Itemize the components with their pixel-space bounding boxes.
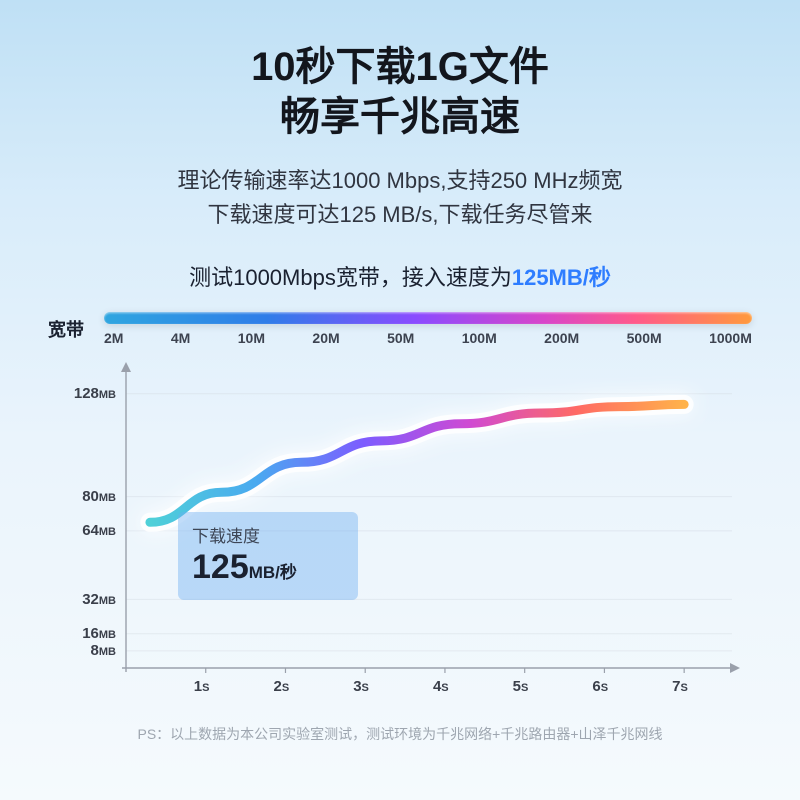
speed-chart: 下载速度 125MB/秒 8MB16MB 32MB 64MB 80MB 128MB 1S 2… xyxy=(48,354,752,714)
speed-callout: 下载速度 125MB/秒 xyxy=(178,512,358,600)
bandwidth-tick: 2M xyxy=(104,330,123,346)
y-axis-label: 16MB xyxy=(48,625,116,642)
bandwidth-label: 宽带 xyxy=(48,316,94,342)
bandwidth-bar-area: 2M 4M 10M 20M 50M 100M 200M 500M 1000M xyxy=(104,312,752,346)
header: 10秒下载1G文件 畅享千兆高速 理论传输速率达1000 Mbps,支持250 … xyxy=(0,0,800,292)
subtitle-line-1: 理论传输速率达1000 Mbps,支持250 MHz频宽 xyxy=(178,168,623,193)
x-axis-label: 2S xyxy=(273,678,289,695)
x-axis-label: 1S xyxy=(194,678,210,695)
subtitle-line-2: 下载速度可达125 MB/s,下载任务尽管来 xyxy=(207,202,592,227)
bandwidth-tick: 500M xyxy=(627,330,662,346)
x-axis-label: 6S xyxy=(592,678,608,695)
bandwidth-tick: 200M xyxy=(544,330,579,346)
callout-number: 125 xyxy=(192,548,249,586)
y-axis-label: 64MB xyxy=(48,522,116,539)
bandwidth-tick: 1000M xyxy=(709,330,752,346)
title-line-2: 畅享千兆高速 xyxy=(280,95,520,139)
bandwidth-gradient-bar xyxy=(104,312,752,324)
bandwidth-tick: 4M xyxy=(171,330,190,346)
bandwidth-tick: 100M xyxy=(462,330,497,346)
bandwidth-tick: 10M xyxy=(238,330,265,346)
x-axis-label: 4S xyxy=(433,678,449,695)
y-axis-label: 32MB xyxy=(48,591,116,608)
callout-value: 125MB/秒 xyxy=(192,549,344,586)
bandwidth-tick: 20M xyxy=(312,330,339,346)
callout-unit: MB/秒 xyxy=(249,563,297,582)
bandwidth-tick: 50M xyxy=(387,330,414,346)
x-axis-label: 5S xyxy=(513,678,529,695)
bandwidth-bar-section: 宽带 2M 4M 10M 20M 50M 100M 200M 500M 1000M xyxy=(48,312,752,346)
test-result-line: 测试1000Mbps宽带，接入速度为125MB/秒 xyxy=(0,260,800,292)
y-axis-label: 80MB xyxy=(48,488,116,505)
x-axis-label: 3S xyxy=(353,678,369,695)
main-title: 10秒下载1G文件 畅享千兆高速 xyxy=(0,42,800,142)
subtitle: 理论传输速率达1000 Mbps,支持250 MHz频宽 下载速度可达125 M… xyxy=(0,164,800,232)
title-line-1: 10秒下载1G文件 xyxy=(251,45,549,89)
bandwidth-ticks: 2M 4M 10M 20M 50M 100M 200M 500M 1000M xyxy=(104,330,752,346)
test-highlight: 125MB/秒 xyxy=(512,265,611,290)
footnote: PS：以上数据为本公司实验室测试，测试环境为千兆网络+千兆路由器+山泽千兆网线 xyxy=(0,724,800,744)
chart-svg xyxy=(48,354,752,714)
y-axis-label: 128MB xyxy=(48,385,116,402)
x-axis-label: 7S xyxy=(672,678,688,695)
test-prefix: 测试1000Mbps宽带，接入速度为 xyxy=(189,265,512,290)
callout-title: 下载速度 xyxy=(192,522,344,547)
y-axis-label: 8MB xyxy=(48,642,116,659)
